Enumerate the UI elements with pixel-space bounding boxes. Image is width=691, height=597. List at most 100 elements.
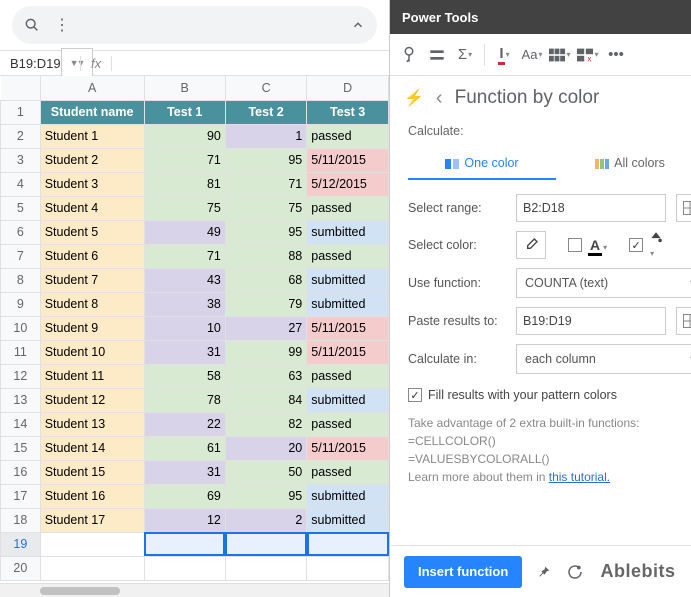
data-cell[interactable]: 38 — [144, 292, 225, 316]
data-cell[interactable]: 20 — [225, 436, 306, 460]
tab-one-color[interactable]: One color — [408, 148, 556, 180]
data-cell[interactable]: 2 — [225, 508, 306, 532]
calculate-in-select[interactable]: each column — [516, 344, 691, 374]
data-cell[interactable]: 27 — [225, 316, 306, 340]
col-header[interactable]: B — [144, 76, 225, 100]
data-cell[interactable]: Student 17 — [40, 508, 144, 532]
sheet-table[interactable]: ABCD 1Student nameTest 1Test 2Test 32Stu… — [0, 76, 389, 581]
data-cell[interactable]: submitted — [307, 292, 389, 316]
collapse-search-icon[interactable] — [351, 18, 365, 32]
data-cell[interactable]: 22 — [144, 412, 225, 436]
fill-pattern-checkbox[interactable]: ✓ — [408, 388, 422, 402]
data-cell[interactable]: 99 — [225, 340, 306, 364]
data-cell[interactable] — [144, 556, 225, 580]
col-header[interactable]: C — [225, 76, 306, 100]
pin-icon[interactable] — [536, 564, 552, 580]
font-color-check[interactable] — [568, 238, 582, 252]
horizontal-scrollbar[interactable] — [0, 583, 389, 597]
data-cell[interactable]: 82 — [225, 412, 306, 436]
trim-icon[interactable] — [426, 44, 448, 66]
data-cell[interactable]: 5/11/2015 — [307, 148, 389, 172]
data-cell[interactable]: 1 — [225, 124, 306, 148]
data-cell[interactable]: submitted — [307, 484, 389, 508]
data-cell[interactable]: 49 — [144, 220, 225, 244]
clear-icon[interactable]: x — [577, 44, 599, 66]
data-cell[interactable]: 95 — [225, 484, 306, 508]
bolt-icon[interactable]: ⚡ — [404, 88, 424, 108]
data-cell[interactable]: 5/11/2015 — [307, 340, 389, 364]
data-cell[interactable]: 31 — [144, 340, 225, 364]
text-color-icon[interactable]: I — [493, 44, 515, 66]
data-cell[interactable]: submitted — [307, 268, 389, 292]
row-header[interactable]: 20 — [1, 556, 41, 580]
row-header[interactable]: 16 — [1, 460, 41, 484]
data-cell[interactable]: Student 3 — [40, 172, 144, 196]
header-cell[interactable]: Student name — [40, 100, 144, 124]
grid[interactable]: ABCD 1Student nameTest 1Test 2Test 32Stu… — [0, 76, 389, 583]
paste-range-picker-icon[interactable] — [676, 307, 691, 335]
row-header[interactable]: 6 — [1, 220, 41, 244]
data-cell[interactable]: passed — [307, 460, 389, 484]
data-cell[interactable] — [40, 556, 144, 580]
header-cell[interactable]: Test 3 — [307, 100, 389, 124]
data-cell[interactable]: 88 — [225, 244, 306, 268]
header-cell[interactable]: Test 1 — [144, 100, 225, 124]
data-cell[interactable]: submitted — [307, 508, 389, 532]
data-cell[interactable]: 75 — [225, 196, 306, 220]
row-header[interactable]: 13 — [1, 388, 41, 412]
row-header[interactable]: 18 — [1, 508, 41, 532]
row-header[interactable]: 19 — [1, 532, 41, 556]
data-cell[interactable]: 84 — [225, 388, 306, 412]
data-cell[interactable] — [144, 532, 225, 556]
data-cell[interactable]: passed — [307, 124, 389, 148]
header-cell[interactable]: Test 2 — [225, 100, 306, 124]
data-cell[interactable]: 95 — [225, 220, 306, 244]
data-cell[interactable]: 58 — [144, 364, 225, 388]
insert-function-button[interactable]: Insert function — [404, 556, 522, 588]
paste-results-input[interactable] — [516, 307, 666, 335]
data-cell[interactable]: 12 — [144, 508, 225, 532]
data-cell[interactable]: 79 — [225, 292, 306, 316]
data-cell[interactable]: 95 — [225, 148, 306, 172]
row-header[interactable]: 7 — [1, 244, 41, 268]
data-cell[interactable]: Student 14 — [40, 436, 144, 460]
data-cell[interactable]: 71 — [144, 148, 225, 172]
data-cell[interactable] — [40, 532, 144, 556]
data-cell[interactable]: Student 9 — [40, 316, 144, 340]
data-cell[interactable]: 5/12/2015 — [307, 172, 389, 196]
data-cell[interactable]: 5/11/2015 — [307, 316, 389, 340]
data-cell[interactable]: sumbitted — [307, 220, 389, 244]
data-cell[interactable]: Student 12 — [40, 388, 144, 412]
data-cell[interactable]: 90 — [144, 124, 225, 148]
back-icon[interactable]: ‹ — [436, 87, 443, 110]
data-cell[interactable]: Student 10 — [40, 340, 144, 364]
data-cell[interactable]: 71 — [144, 244, 225, 268]
select-all-corner[interactable] — [1, 76, 41, 100]
data-cell[interactable]: 50 — [225, 460, 306, 484]
name-box[interactable]: B19:D19▼ — [0, 48, 80, 78]
use-function-select[interactable]: COUNTA (text) — [516, 268, 691, 298]
range-picker-icon[interactable] — [676, 194, 691, 222]
tab-all-colors[interactable]: All colors — [556, 148, 691, 180]
data-cell[interactable]: passed — [307, 196, 389, 220]
more-tools-icon[interactable]: ••• — [605, 44, 627, 66]
row-header[interactable]: 2 — [1, 124, 41, 148]
data-cell[interactable]: 61 — [144, 436, 225, 460]
more-icon[interactable]: ⋮ — [54, 15, 70, 35]
data-cell[interactable]: 71 — [225, 172, 306, 196]
row-header[interactable]: 10 — [1, 316, 41, 340]
data-cell[interactable] — [225, 556, 306, 580]
data-cell[interactable]: passed — [307, 412, 389, 436]
col-header[interactable]: A — [40, 76, 144, 100]
data-cell[interactable]: Student 2 — [40, 148, 144, 172]
data-cell[interactable]: Student 5 — [40, 220, 144, 244]
row-header[interactable]: 12 — [1, 364, 41, 388]
data-cell[interactable] — [225, 532, 306, 556]
data-cell[interactable]: 63 — [225, 364, 306, 388]
refresh-icon[interactable] — [566, 563, 584, 581]
data-cell[interactable]: Student 13 — [40, 412, 144, 436]
row-header[interactable]: 1 — [1, 100, 41, 124]
data-cell[interactable] — [307, 532, 389, 556]
data-cell[interactable]: 81 — [144, 172, 225, 196]
row-header[interactable]: 17 — [1, 484, 41, 508]
